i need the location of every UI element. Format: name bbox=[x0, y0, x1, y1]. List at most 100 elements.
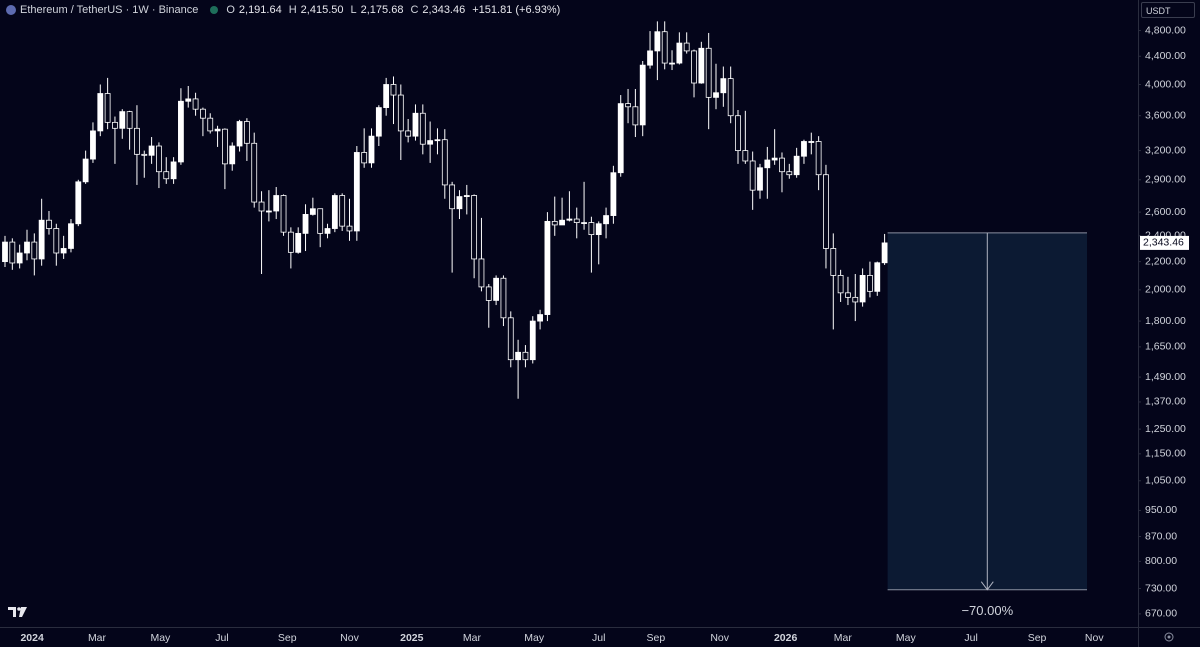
candle-body bbox=[82, 158, 89, 183]
candle-body bbox=[104, 93, 111, 123]
settings-icon[interactable] bbox=[1164, 632, 1174, 642]
candle-body bbox=[339, 195, 346, 227]
candle-body bbox=[617, 103, 624, 174]
status-dot bbox=[210, 6, 219, 14]
candle-body bbox=[529, 320, 536, 361]
candle-body bbox=[309, 208, 316, 215]
x-tick-label: Nov bbox=[710, 632, 729, 644]
y-tick-label: 4,000.00 bbox=[1145, 78, 1186, 90]
candle-body bbox=[273, 195, 280, 212]
x-tick-label: Sep bbox=[278, 632, 297, 644]
candle-body bbox=[625, 103, 631, 108]
projection-label: −70.00% bbox=[961, 603, 1013, 618]
y-tick-label: 800.00 bbox=[1145, 555, 1177, 567]
candle-body bbox=[559, 219, 565, 226]
candle-body bbox=[478, 258, 485, 288]
candle-body bbox=[353, 152, 360, 232]
candle-body bbox=[383, 84, 390, 108]
y-tick-label: 1,370.00 bbox=[1145, 396, 1186, 408]
candle-body bbox=[126, 111, 133, 129]
ohlc-value: 2,415.50 bbox=[300, 4, 344, 16]
y-tick-label: 1,250.00 bbox=[1145, 423, 1186, 435]
x-tick-label: Mar bbox=[88, 632, 107, 644]
candle-body bbox=[471, 195, 478, 260]
candle-body bbox=[134, 127, 140, 155]
y-tick-label: 730.00 bbox=[1145, 582, 1177, 594]
candle-body bbox=[185, 98, 192, 102]
last-price-label: 2,343.46 bbox=[1143, 237, 1184, 249]
x-tick-label: May bbox=[150, 632, 171, 644]
candle-body bbox=[551, 220, 558, 226]
candle-body bbox=[221, 128, 228, 165]
candle-body bbox=[441, 139, 448, 186]
candle-body bbox=[2, 241, 8, 263]
candle-body bbox=[46, 219, 52, 229]
x-tick-label: Nov bbox=[340, 632, 359, 644]
ohlc-value: 2,191.64 bbox=[238, 4, 282, 16]
candle-body bbox=[647, 50, 653, 66]
arrow-head bbox=[980, 581, 994, 591]
x-tick-label: Sep bbox=[647, 632, 666, 644]
candle-body bbox=[573, 218, 580, 223]
candle-body bbox=[830, 248, 837, 276]
x-tick-label: 2024 bbox=[20, 632, 44, 644]
ohlc-key: H bbox=[288, 4, 297, 16]
x-tick-label: Jul bbox=[215, 632, 228, 644]
candle-body bbox=[265, 210, 272, 213]
y-tick-label: 870.00 bbox=[1145, 530, 1177, 542]
ohlc-key: L bbox=[350, 4, 357, 16]
y-tick-label: 4,400.00 bbox=[1145, 50, 1186, 62]
y-tick-label: 3,600.00 bbox=[1145, 109, 1186, 121]
last-price-box bbox=[1140, 235, 1189, 250]
candle-body bbox=[97, 93, 104, 132]
ohlc-key: O bbox=[226, 4, 235, 16]
candle-body bbox=[676, 42, 683, 64]
candle-body bbox=[324, 228, 331, 234]
ohlc-value: 2,343.46 bbox=[422, 4, 466, 16]
x-tick-label: 2026 bbox=[774, 632, 798, 644]
candle-body bbox=[845, 292, 851, 298]
candle-body bbox=[764, 159, 771, 169]
candle-body bbox=[683, 42, 690, 52]
candle-body bbox=[258, 201, 265, 212]
candle-body bbox=[632, 106, 639, 126]
candle-body bbox=[837, 275, 844, 294]
symbol-title: Ethereum / TetherUS · 1W · Binance bbox=[20, 4, 199, 16]
candle-body bbox=[691, 50, 697, 84]
candle-body bbox=[287, 231, 294, 253]
y-tick-label: 1,050.00 bbox=[1145, 475, 1186, 487]
candle-body bbox=[302, 214, 309, 234]
candle-body bbox=[581, 222, 587, 224]
y-tick-label: 670.00 bbox=[1145, 608, 1177, 620]
currency-button[interactable]: USDT bbox=[1141, 2, 1195, 18]
candle-body bbox=[390, 84, 397, 96]
candle-body bbox=[698, 47, 705, 84]
candle-body bbox=[375, 107, 382, 137]
candle-body bbox=[522, 351, 529, 361]
candle-body bbox=[823, 174, 829, 249]
candle-body bbox=[141, 153, 148, 156]
candle-body bbox=[749, 160, 756, 191]
candle-body bbox=[705, 47, 712, 98]
candle-body bbox=[566, 218, 573, 221]
candle-body bbox=[610, 172, 617, 216]
y-tick-label: 1,150.00 bbox=[1145, 448, 1186, 460]
candle-body bbox=[361, 152, 368, 164]
candle-body bbox=[170, 161, 177, 180]
candle-body bbox=[757, 167, 763, 191]
candle-body bbox=[229, 145, 236, 165]
candle-body bbox=[156, 145, 162, 173]
x-tick-label: Mar bbox=[463, 632, 482, 644]
x-tick-label: Jul bbox=[592, 632, 605, 644]
candle-body bbox=[207, 117, 214, 132]
candle-body bbox=[31, 241, 38, 260]
candle-body bbox=[53, 228, 60, 254]
candle-body bbox=[603, 215, 609, 225]
candle-body bbox=[771, 157, 778, 161]
candle-body bbox=[434, 139, 441, 142]
candle-body bbox=[859, 275, 866, 303]
candle-body bbox=[867, 275, 873, 292]
candle-body bbox=[793, 155, 800, 176]
candle-body bbox=[779, 157, 785, 173]
candle-body bbox=[881, 242, 888, 264]
